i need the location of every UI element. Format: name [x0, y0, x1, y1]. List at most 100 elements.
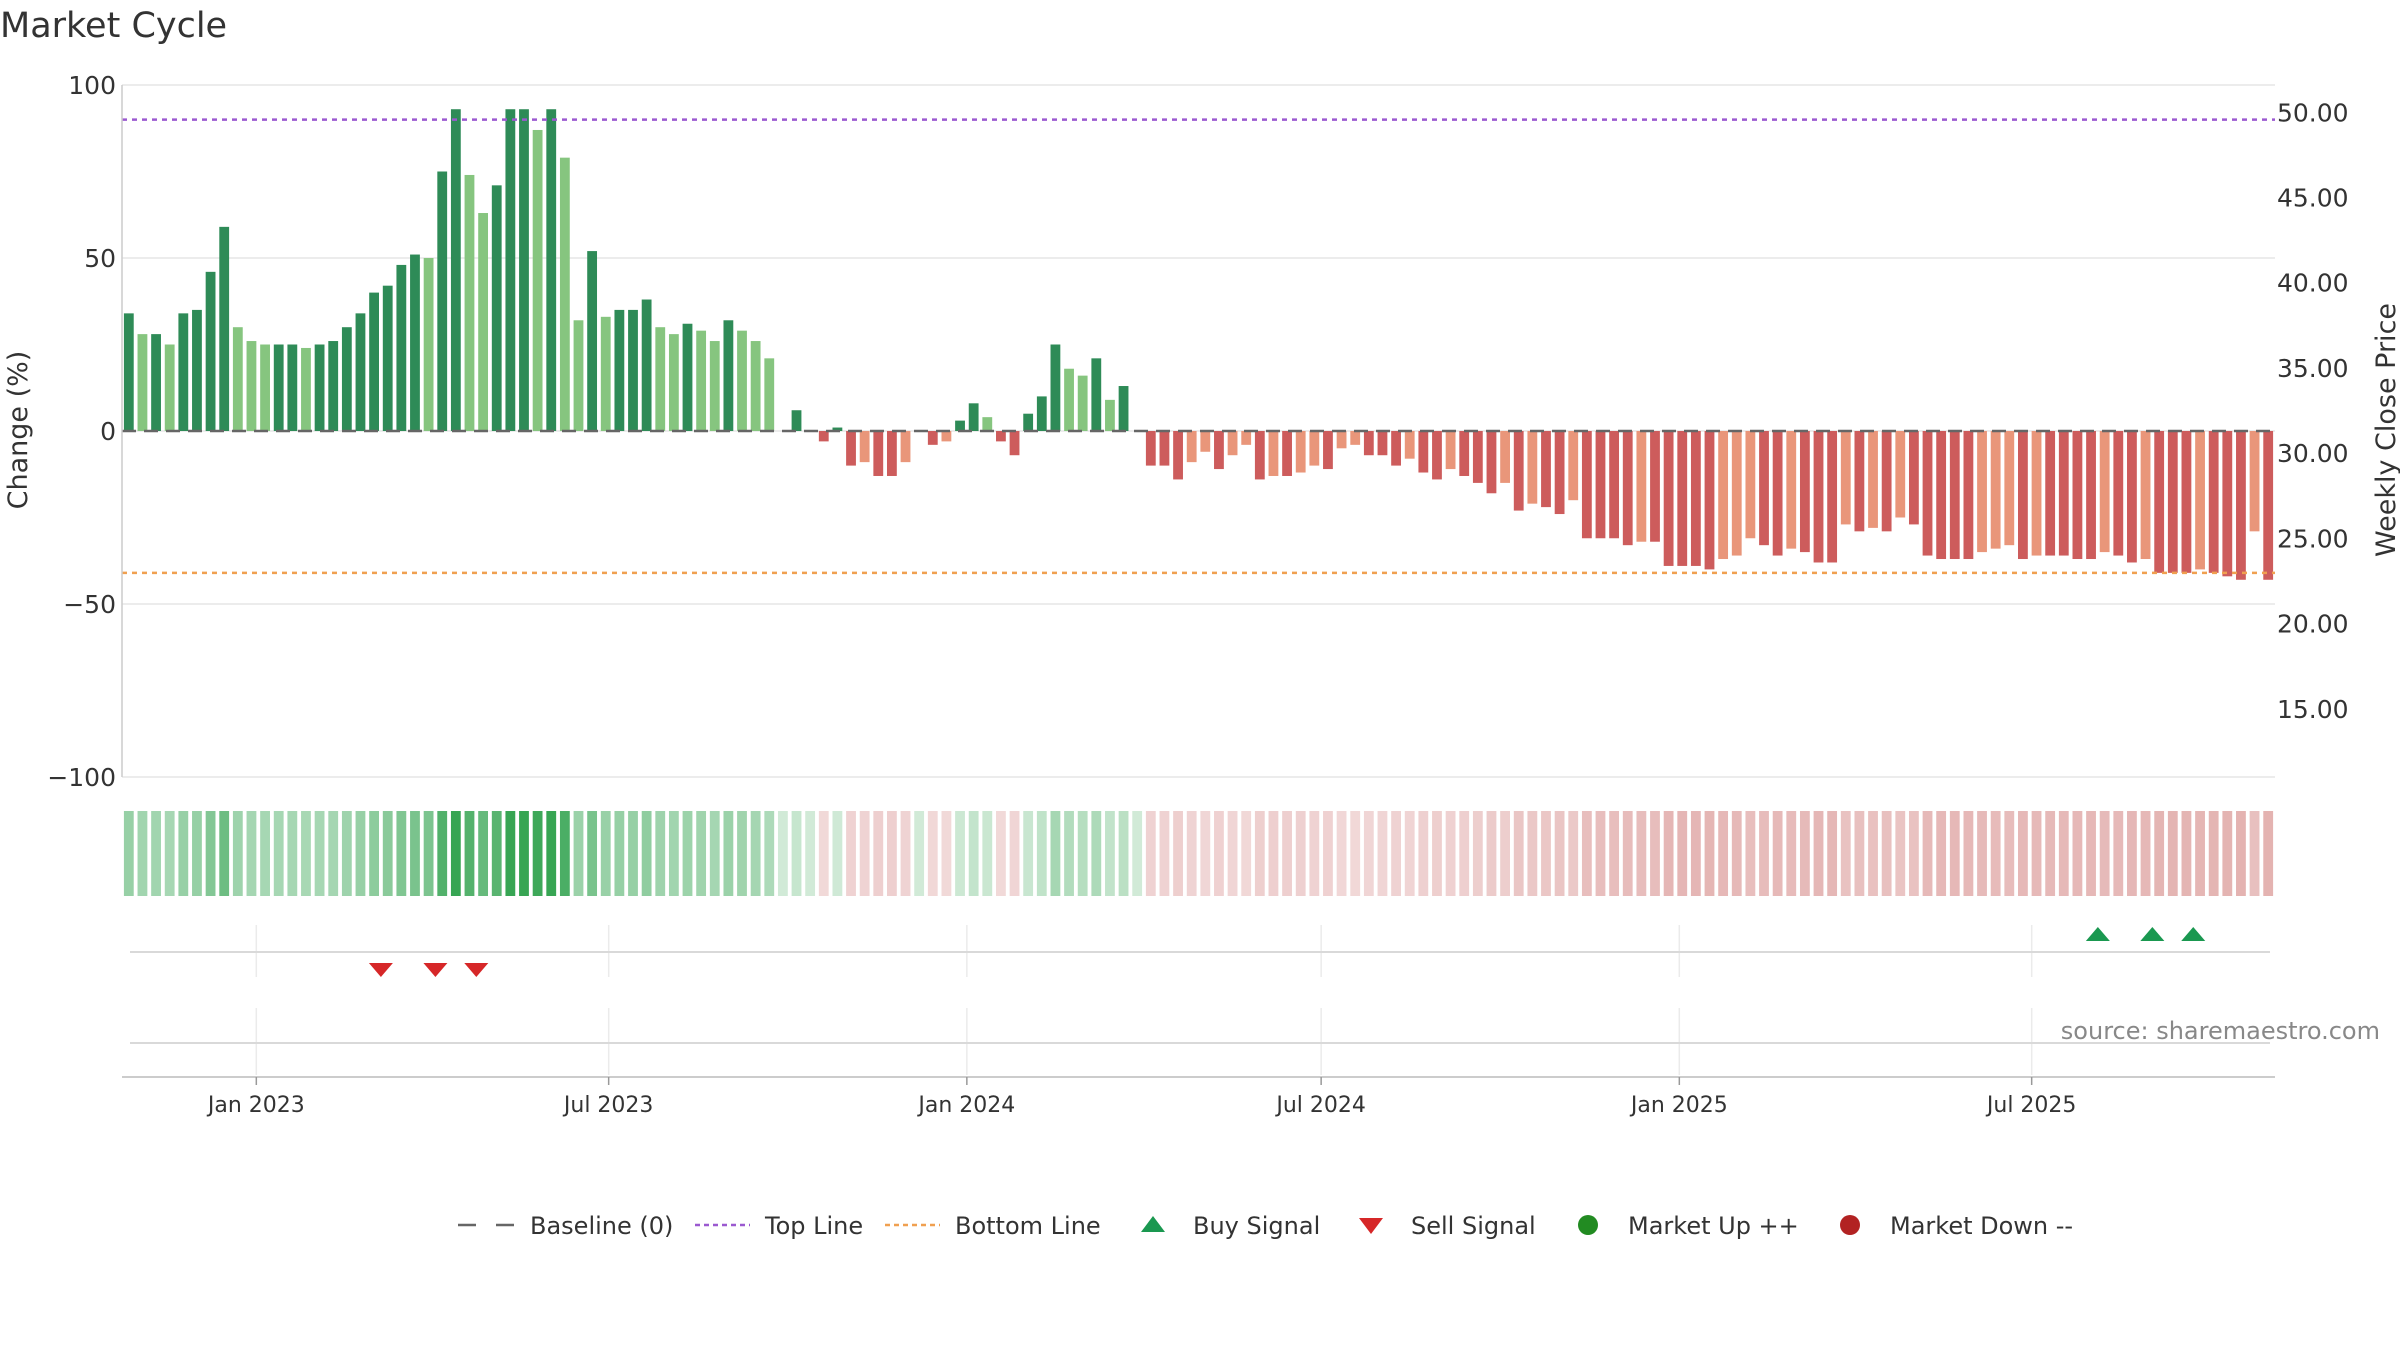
change-bar — [437, 171, 448, 431]
change-bar — [1595, 431, 1606, 539]
legend-sell-label: Sell Signal — [1411, 1212, 1536, 1240]
x-tick-label: Jan 2023 — [206, 1093, 305, 1118]
change-bar — [1513, 431, 1524, 511]
sell-signal-marker — [464, 963, 489, 977]
change-bar — [1486, 431, 1497, 494]
strip-cell — [1145, 811, 1156, 896]
change-bar — [2113, 431, 2124, 556]
change-bar — [600, 316, 611, 431]
change-bar — [1118, 386, 1129, 431]
strip-cell — [927, 811, 938, 896]
strip-cell — [1595, 811, 1606, 896]
strip-cell — [1854, 811, 1865, 896]
change-bar — [1459, 431, 1470, 476]
change-bar — [2154, 431, 2165, 573]
strip-cell — [573, 811, 584, 896]
strip-cell — [505, 811, 516, 896]
strip-cell — [396, 811, 407, 896]
change-bar — [1527, 431, 1538, 504]
x-tick-label: Jan 2024 — [916, 1093, 1015, 1118]
y2-tick-labels: 50.00 45.00 40.00 35.00 30.00 25.00 20.00 15.00 — [2277, 98, 2349, 724]
change-bar — [1077, 375, 1088, 431]
strip-cell — [737, 811, 747, 896]
strip-cell — [2154, 811, 2165, 896]
change-bar — [709, 341, 720, 431]
strip-cell — [1472, 811, 1483, 896]
change-bar — [2181, 431, 2192, 573]
change-bar — [1268, 431, 1279, 476]
change-bar — [1663, 431, 1674, 566]
strip-cell — [369, 811, 379, 896]
x-tick-label: Jan 2025 — [1629, 1093, 1728, 1118]
change-bar — [1404, 431, 1415, 459]
strip-cell — [1023, 811, 1034, 896]
change-bar — [450, 109, 461, 431]
strip-cell — [1813, 811, 1824, 896]
change-bar — [2058, 431, 2069, 556]
change-bar — [2222, 431, 2233, 577]
change-bar — [2263, 431, 2274, 580]
change-bar — [369, 292, 379, 431]
change-bar — [1690, 431, 1701, 566]
change-bar — [2072, 431, 2083, 560]
change-bar — [137, 334, 148, 431]
change-bar — [2195, 431, 2205, 570]
strip-cell — [1500, 811, 1511, 896]
strip-cell — [437, 811, 448, 896]
legend-buy-label: Buy Signal — [1193, 1212, 1320, 1240]
strip-cell — [982, 811, 993, 896]
strip-cell — [955, 811, 965, 896]
strip-cell — [1268, 811, 1279, 896]
strip-cell — [1581, 811, 1592, 896]
strip-cell — [1404, 811, 1415, 896]
strip-cell — [1922, 811, 1933, 896]
legend-bottom-label: Bottom Line — [955, 1212, 1101, 1240]
strip-cell — [382, 811, 393, 896]
strip-cell — [750, 811, 761, 896]
change-bar — [164, 344, 175, 431]
change-bar — [1581, 431, 1592, 539]
strip-cell — [1949, 811, 1960, 896]
change-bar — [1445, 431, 1456, 470]
strip-cell — [164, 811, 175, 896]
y-tick-label: 0 — [100, 417, 116, 446]
strip-cell — [1132, 811, 1143, 896]
strip-cell — [886, 811, 897, 896]
change-bar — [955, 420, 965, 431]
change-bar — [382, 285, 393, 431]
change-bar — [1636, 431, 1647, 542]
y2-tick-label: 35.00 — [2277, 354, 2349, 383]
change-bar — [2236, 431, 2246, 580]
buy-signal-marker — [2085, 927, 2110, 941]
change-bar — [1214, 431, 1224, 470]
sell-signal-marker — [368, 963, 393, 977]
change-bar — [764, 358, 775, 431]
y-tick-labels: 100 50 0 −50 −100 — [47, 71, 116, 792]
strip-cell — [1718, 811, 1729, 896]
change-bar — [273, 344, 284, 431]
y-tick-label: −50 — [63, 590, 116, 619]
y2-tick-label: 25.00 — [2277, 524, 2349, 553]
strip-cell — [600, 811, 611, 896]
strip-cell — [519, 811, 529, 896]
strip-cell — [301, 811, 311, 896]
change-bar — [1023, 413, 1034, 431]
change-bar — [2018, 431, 2028, 560]
change-bar — [696, 330, 707, 431]
strip-cell — [777, 811, 788, 896]
change-bar — [1254, 431, 1265, 480]
strip-cell — [2018, 811, 2028, 896]
strip-cell — [1731, 811, 1742, 896]
change-bar — [1745, 431, 1756, 539]
change-bar — [1786, 431, 1797, 549]
strip-cell — [478, 811, 489, 896]
change-bar — [1731, 431, 1742, 556]
strip-cell — [2236, 811, 2246, 896]
strip-cell — [1527, 811, 1538, 896]
strip-cell — [1091, 811, 1102, 896]
strip-cell — [1254, 811, 1265, 896]
strip-cell — [464, 811, 475, 896]
change-bar — [1908, 431, 1919, 525]
change-bar — [232, 327, 243, 431]
strip-cell — [546, 811, 557, 896]
